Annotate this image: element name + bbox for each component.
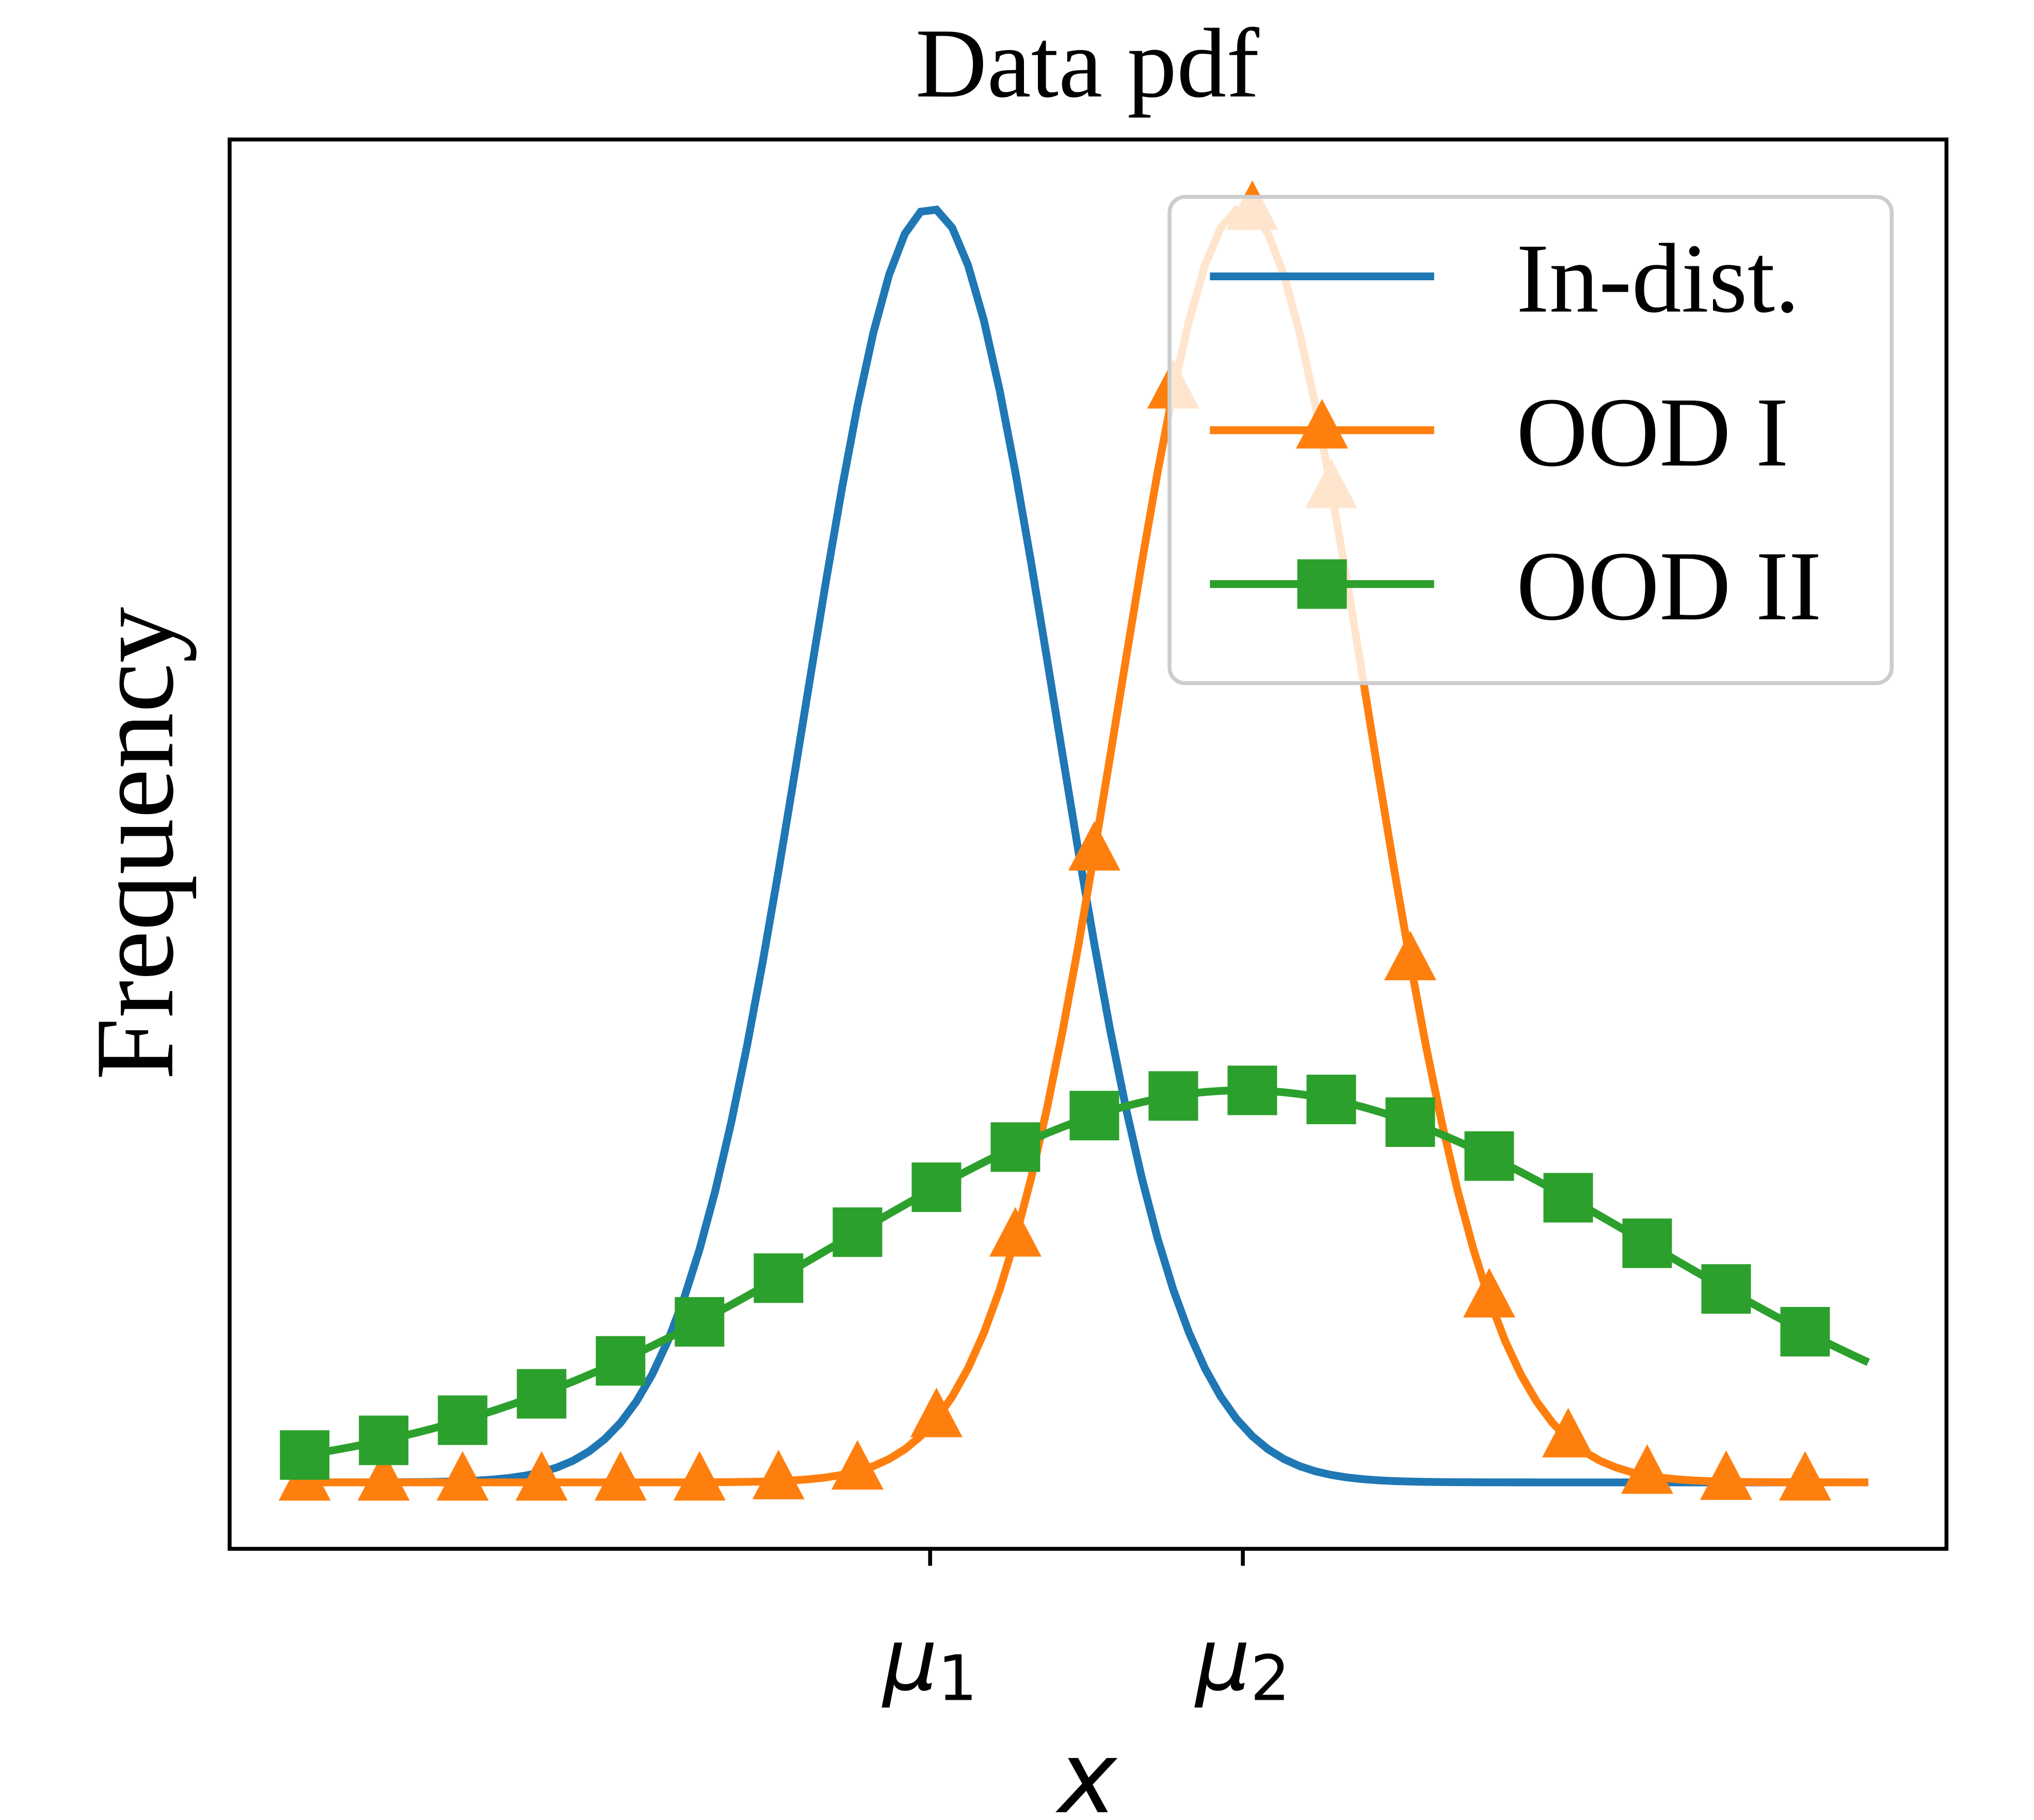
legend: In-dist. OOD I OOD II [1167, 195, 1894, 685]
data-point-marker [1701, 1264, 1751, 1314]
legend-marker [1296, 398, 1349, 449]
data-point-marker [1385, 1097, 1435, 1147]
data-point-marker [989, 1207, 1042, 1257]
legend-label: OOD I [1516, 377, 1789, 487]
legend-label: OOD II [1516, 531, 1822, 641]
x-ticks: μ1 μ2 [882, 1548, 1290, 1715]
y-axis-label: Frequency [72, 607, 197, 1080]
data-point-marker [831, 1440, 884, 1490]
data-point-marker [1700, 1450, 1753, 1500]
data-point-marker [1068, 821, 1120, 871]
data-point-marker [1069, 1091, 1119, 1141]
axes-frame [228, 137, 1949, 1551]
data-point-marker [1542, 1408, 1594, 1458]
chart-title: Data pdf [916, 8, 1259, 118]
data-point-marker [1622, 1218, 1672, 1268]
data-point-marker [438, 1395, 488, 1445]
data-point-marker [1384, 931, 1436, 981]
data-point-marker [357, 1451, 410, 1501]
data-point-marker [436, 1451, 489, 1501]
legend-marker [1297, 559, 1347, 609]
data-point-marker [990, 1122, 1040, 1172]
data-point-marker [359, 1415, 409, 1465]
data-point-marker [1543, 1173, 1593, 1223]
x-tick-label: μ1 [882, 1610, 978, 1715]
series-ood-ii [280, 1065, 1870, 1480]
data-point-marker [1779, 1451, 1832, 1501]
data-point-marker [911, 1162, 962, 1212]
data-point-marker [1148, 1071, 1198, 1121]
data-point-marker [754, 1253, 804, 1303]
data-point-marker [1621, 1444, 1674, 1494]
data-point-marker [1464, 1131, 1514, 1181]
x-axis-label: x [1055, 1721, 1118, 1820]
legend-item: OOD I [1210, 377, 1789, 487]
legend-label: In-dist. [1516, 223, 1800, 333]
data-point-marker [517, 1369, 567, 1419]
data-point-marker [596, 1336, 646, 1386]
data-point-marker [280, 1430, 330, 1480]
legend-item: OOD II [1210, 531, 1822, 641]
data-point-marker [1306, 1075, 1356, 1125]
data-point-marker [515, 1451, 568, 1501]
data-point-marker [910, 1387, 963, 1438]
data-point-marker [673, 1451, 726, 1501]
series-line [305, 205, 1868, 1487]
x-tick-label: μ2 [1194, 1610, 1290, 1715]
data-point-marker [752, 1449, 805, 1499]
data-point-marker [1463, 1268, 1515, 1318]
legend-item: In-dist. [1210, 223, 1800, 333]
data-point-marker [832, 1207, 883, 1257]
data-point-marker [675, 1297, 725, 1347]
data-point-marker [1780, 1307, 1830, 1356]
legend-frame [1167, 195, 1894, 685]
data-point-marker [1227, 1065, 1277, 1115]
data-point-marker [594, 1451, 647, 1501]
